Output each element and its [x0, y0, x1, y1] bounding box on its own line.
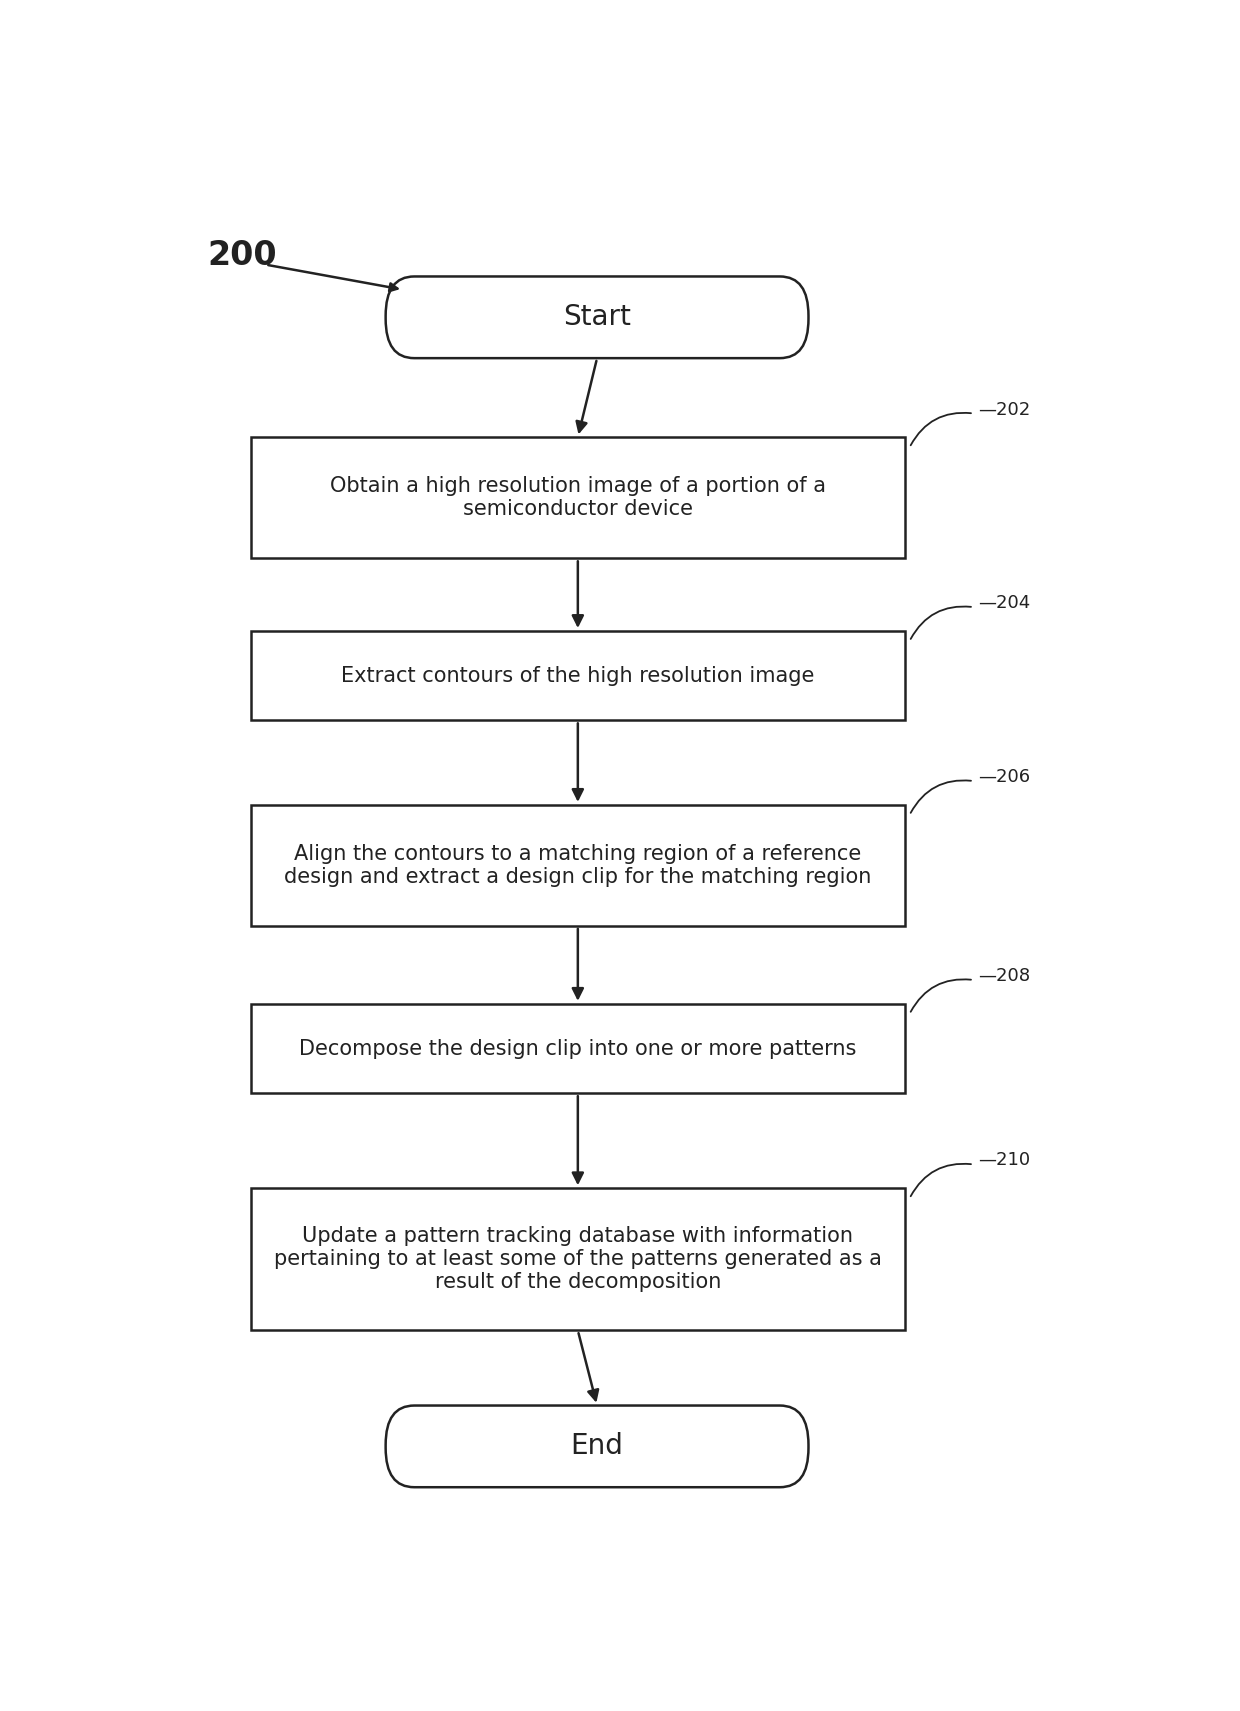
- Text: End: End: [570, 1432, 624, 1461]
- Text: —206: —206: [978, 768, 1030, 785]
- FancyBboxPatch shape: [250, 804, 905, 926]
- Text: Decompose the design clip into one or more patterns: Decompose the design clip into one or mo…: [299, 1039, 857, 1059]
- FancyBboxPatch shape: [250, 1187, 905, 1331]
- Text: —208: —208: [978, 967, 1030, 986]
- Text: Align the contours to a matching region of a reference
design and extract a desi: Align the contours to a matching region …: [284, 844, 872, 886]
- FancyBboxPatch shape: [250, 1004, 905, 1093]
- FancyBboxPatch shape: [386, 277, 808, 358]
- Text: Start: Start: [563, 303, 631, 332]
- FancyBboxPatch shape: [386, 1405, 808, 1487]
- FancyBboxPatch shape: [250, 631, 905, 720]
- Text: —202: —202: [978, 400, 1030, 419]
- Text: Update a pattern tracking database with information
pertaining to at least some : Update a pattern tracking database with …: [274, 1227, 882, 1292]
- Text: 200: 200: [208, 240, 278, 272]
- Text: —204: —204: [978, 594, 1030, 613]
- Text: —210: —210: [978, 1152, 1030, 1170]
- Text: Obtain a high resolution image of a portion of a
semiconductor device: Obtain a high resolution image of a port…: [330, 476, 826, 520]
- Text: Extract contours of the high resolution image: Extract contours of the high resolution …: [341, 666, 815, 686]
- FancyBboxPatch shape: [250, 438, 905, 558]
